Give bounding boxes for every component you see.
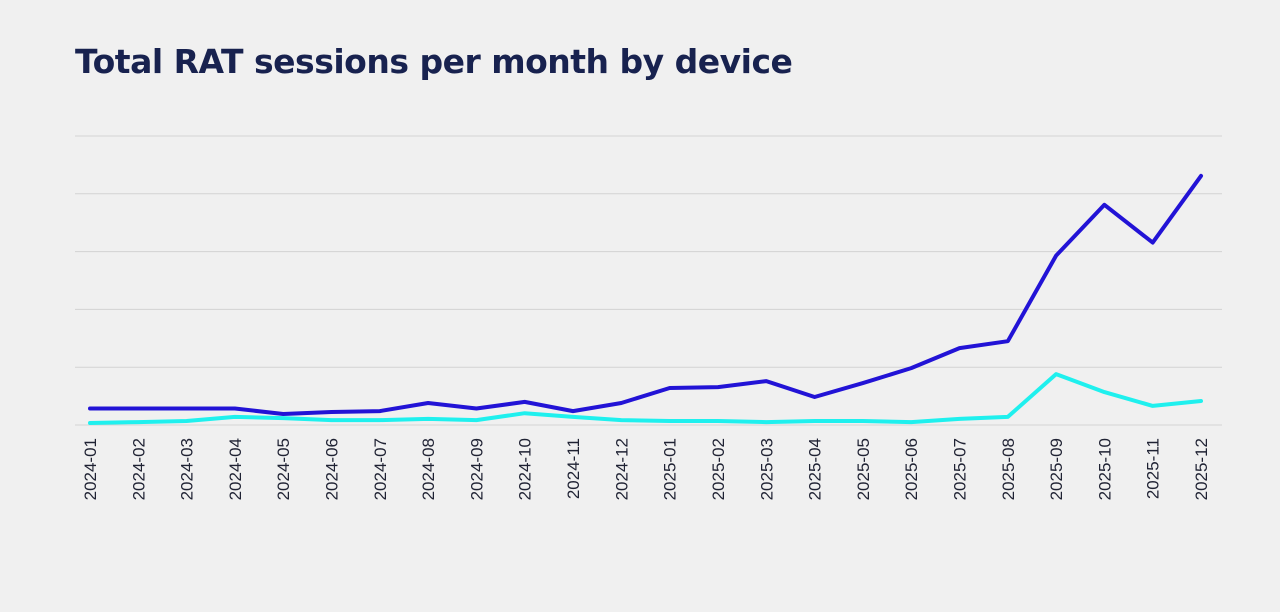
- chart-title: Total RAT sessions per month by device: [75, 42, 793, 81]
- x-tick-label: 2025-06: [902, 438, 921, 500]
- series-line-2: [88, 372, 1203, 425]
- x-tick-label: 2024-08: [419, 438, 438, 500]
- x-tick-label: 2025-03: [757, 438, 776, 500]
- x-tick-label: 2025-04: [806, 438, 825, 500]
- x-tick-label: 2024-03: [178, 438, 197, 500]
- x-tick-label: 2024-12: [612, 438, 631, 500]
- x-tick-label: 2025-01: [661, 438, 680, 500]
- x-tick-label: 2025-10: [1095, 438, 1114, 500]
- x-tick-label: 2024-04: [226, 438, 245, 500]
- series-lines: [88, 173, 1203, 425]
- x-axis-ticks: 2024-01 2024-02 2024-03 2024-04 2024-05 2024-…: [81, 438, 1211, 500]
- gridlines: [75, 135, 1222, 426]
- x-tick-label: 2024-11: [564, 438, 583, 499]
- x-tick-label: 2024-06: [323, 438, 342, 500]
- x-tick-label: 2025-11: [1144, 438, 1163, 499]
- x-tick-label: 2025-07: [950, 438, 969, 500]
- x-tick-label: 2025-12: [1192, 438, 1211, 500]
- x-tick-label: 2024-01: [81, 438, 100, 500]
- x-tick-label: 2024-05: [274, 438, 293, 500]
- x-tick-label: 2025-05: [854, 438, 873, 500]
- x-tick-label: 2025-02: [709, 438, 728, 500]
- x-tick-label: 2025-08: [999, 438, 1018, 500]
- x-tick-label: 2024-10: [516, 438, 535, 500]
- x-tick-label: 2025-09: [1047, 438, 1066, 500]
- x-tick-label: 2024-02: [129, 438, 148, 500]
- x-tick-label: 2024-09: [467, 438, 486, 500]
- series-line-1: [88, 173, 1203, 416]
- x-tick-label: 2024-07: [371, 438, 390, 500]
